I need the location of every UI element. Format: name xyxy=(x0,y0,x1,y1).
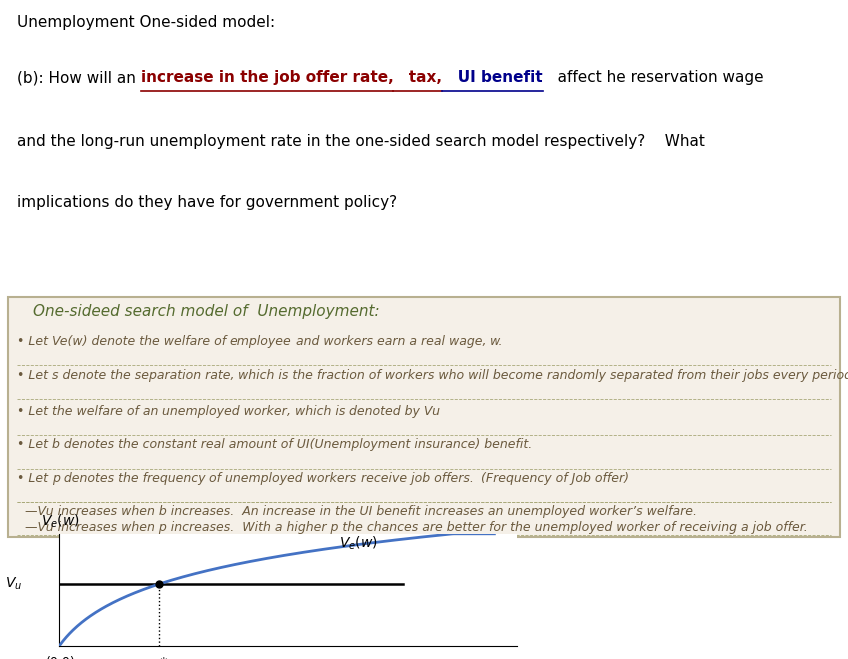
Text: One-sideed search model of  Unemployment:: One-sideed search model of Unemployment: xyxy=(33,304,380,319)
Text: • Let the welfare of an: • Let the welfare of an xyxy=(17,405,162,418)
Text: implications do they have for government policy?: implications do they have for government… xyxy=(17,195,397,210)
FancyBboxPatch shape xyxy=(50,469,207,500)
Text: which is the fraction of workers who will become randomly separated from their j: which is the fraction of workers who wil… xyxy=(234,368,848,382)
Text: of unemployed workers: of unemployed workers xyxy=(205,472,360,485)
Text: (0,0): (0,0) xyxy=(46,656,75,659)
Text: w.: w. xyxy=(490,335,504,348)
Text: receive job offers.: receive job offers. xyxy=(360,472,473,485)
FancyBboxPatch shape xyxy=(488,332,505,363)
Text: $V_e(w)$: $V_e(w)$ xyxy=(41,513,80,530)
Text: • Let: • Let xyxy=(17,368,52,382)
Text: denoted by Vu: denoted by Vu xyxy=(345,405,440,418)
Text: • Let: • Let xyxy=(17,472,52,485)
Text: —Vu increases when p increases.  With a higher p the chances are better for the : —Vu increases when p increases. With a h… xyxy=(25,521,808,534)
Text: UI benefit: UI benefit xyxy=(443,71,543,86)
Text: s denote the separation rate,: s denote the separation rate, xyxy=(52,368,234,382)
Text: employee: employee xyxy=(230,335,292,348)
Text: —Vu increases when b increases.  An increase in the UI benefit increases an unem: —Vu increases when b increases. An incre… xyxy=(25,505,697,517)
FancyBboxPatch shape xyxy=(471,469,631,500)
Text: (b): How will an: (b): How will an xyxy=(17,71,141,86)
FancyBboxPatch shape xyxy=(50,366,236,397)
Text: $V_e(w)$: $V_e(w)$ xyxy=(338,535,377,552)
Text: w: w xyxy=(501,656,513,659)
FancyBboxPatch shape xyxy=(160,402,288,433)
Text: • Let Ve(w) denote the welfare of: • Let Ve(w) denote the welfare of xyxy=(17,335,230,348)
FancyBboxPatch shape xyxy=(228,332,293,363)
Text: w*: w* xyxy=(149,656,168,659)
Text: Unemployment One-sided model:: Unemployment One-sided model: xyxy=(17,15,275,30)
Text: increase in the job offer rate,: increase in the job offer rate, xyxy=(141,71,393,86)
Text: tax,: tax, xyxy=(393,71,443,86)
FancyBboxPatch shape xyxy=(343,402,442,433)
Text: • Let b denotes the constant real amount of UI(Unemployment insurance) benefit.: • Let b denotes the constant real amount… xyxy=(17,438,532,451)
Text: , which is: , which is xyxy=(287,405,345,418)
Text: affect he reservation wage: affect he reservation wage xyxy=(543,71,763,86)
FancyBboxPatch shape xyxy=(8,297,840,537)
Text: p denotes the frequency: p denotes the frequency xyxy=(52,472,205,485)
Text: and the long-run unemployment rate in the one-sided search model respectively?  : and the long-run unemployment rate in th… xyxy=(17,134,705,149)
Text: (Frequency of Job offer): (Frequency of Job offer) xyxy=(473,472,629,485)
Text: and workers earn a real wage,: and workers earn a real wage, xyxy=(292,335,490,348)
Text: unemployed worker: unemployed worker xyxy=(162,405,287,418)
Text: $V_u$: $V_u$ xyxy=(5,576,23,592)
FancyBboxPatch shape xyxy=(359,469,475,500)
